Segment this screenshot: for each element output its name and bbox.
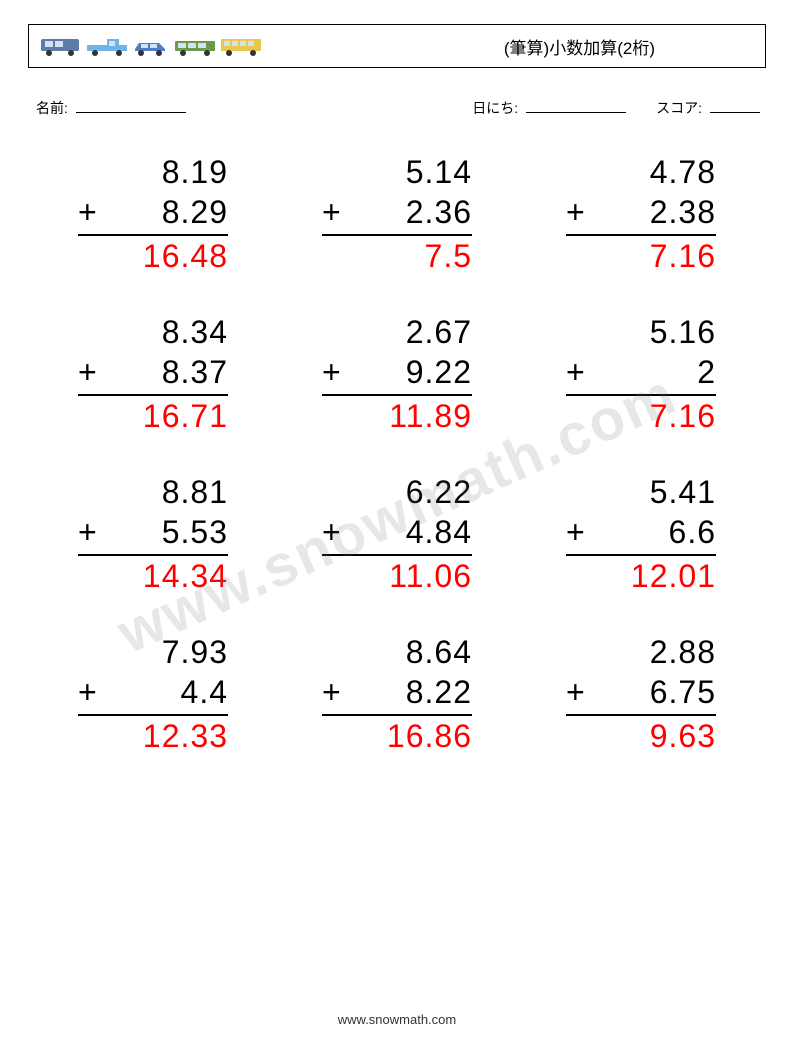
answer: 7.16 (566, 236, 716, 276)
answer: 16.71 (78, 396, 228, 436)
answer: 9.63 (566, 716, 716, 756)
addend-2-row: +9.22 (322, 352, 472, 392)
title-box: (筆算)小数加算(2桁) (28, 24, 766, 68)
addend-1: 8.81 (78, 472, 228, 512)
problem: 6.22+4.8411.06 (322, 472, 472, 596)
addend-2: 9.22 (342, 352, 472, 392)
wagon-icon (173, 35, 217, 57)
addend-2-row: +6.75 (566, 672, 716, 712)
worksheet-title: (筆算)小数加算(2桁) (263, 34, 755, 59)
addend-1: 5.41 (566, 472, 716, 512)
operator: + (78, 672, 98, 712)
name-blank (76, 99, 186, 113)
addend-1: 5.14 (322, 152, 472, 192)
problem: 7.93+4.412.33 (78, 632, 228, 756)
problem: 5.16+27.16 (566, 312, 716, 436)
operator: + (566, 672, 586, 712)
operator: + (566, 192, 586, 232)
addend-2-row: +8.37 (78, 352, 228, 392)
addend-1: 8.34 (78, 312, 228, 352)
addend-1: 4.78 (566, 152, 716, 192)
operator: + (78, 192, 98, 232)
addend-2: 4.84 (342, 512, 472, 552)
problem: 5.41+6.612.01 (566, 472, 716, 596)
addend-1: 2.67 (322, 312, 472, 352)
problem: 2.67+9.2211.89 (322, 312, 472, 436)
addend-2: 8.22 (342, 672, 472, 712)
addend-2: 2.38 (586, 192, 716, 232)
addend-2-row: +8.29 (78, 192, 228, 232)
operator: + (322, 192, 342, 232)
answer: 12.33 (78, 716, 228, 756)
problem: 8.64+8.2216.86 (322, 632, 472, 756)
vehicle-icons (39, 35, 263, 57)
footer-url: www.snowmath.com (0, 1012, 794, 1027)
operator: + (78, 352, 98, 392)
date-label: 日にち: (472, 98, 518, 118)
pickup-icon (85, 35, 129, 57)
operator: + (322, 352, 342, 392)
problem: 5.14+2.367.5 (322, 152, 472, 276)
addend-1: 2.88 (566, 632, 716, 672)
worksheet-page: (筆算)小数加算(2桁) 名前: 日にち: スコア: www.snowmath.… (0, 0, 794, 1053)
problem: 8.81+5.5314.34 (78, 472, 228, 596)
addend-2-row: +2.38 (566, 192, 716, 232)
problem: 8.19+8.2916.48 (78, 152, 228, 276)
addend-2-row: +2.36 (322, 192, 472, 232)
van-icon (39, 35, 83, 57)
problem: 4.78+2.387.16 (566, 152, 716, 276)
addend-2-row: +4.4 (78, 672, 228, 712)
bus-icon (219, 35, 263, 57)
score-blank (710, 99, 760, 113)
addend-2: 6.75 (586, 672, 716, 712)
meta-row: 名前: 日にち: スコア: (28, 98, 766, 118)
answer: 12.01 (566, 556, 716, 596)
problem: 2.88+6.759.63 (566, 632, 716, 756)
addend-2-row: +5.53 (78, 512, 228, 552)
addend-2: 8.29 (98, 192, 228, 232)
addend-1: 8.19 (78, 152, 228, 192)
answer: 16.86 (322, 716, 472, 756)
operator: + (566, 512, 586, 552)
answer: 11.06 (322, 556, 472, 596)
addend-2-row: +6.6 (566, 512, 716, 552)
operator: + (322, 512, 342, 552)
addend-2-row: +4.84 (322, 512, 472, 552)
sedan-icon (131, 35, 171, 57)
name-field: 名前: (36, 98, 186, 118)
answer: 7.16 (566, 396, 716, 436)
date-blank (526, 99, 626, 113)
addend-2: 5.53 (98, 512, 228, 552)
addend-1: 5.16 (566, 312, 716, 352)
answer: 16.48 (78, 236, 228, 276)
addend-2: 6.6 (586, 512, 716, 552)
answer: 14.34 (78, 556, 228, 596)
addend-2: 2.36 (342, 192, 472, 232)
name-label: 名前: (36, 98, 68, 118)
answer: 11.89 (322, 396, 472, 436)
addend-2: 4.4 (98, 672, 228, 712)
answer: 7.5 (322, 236, 472, 276)
addend-1: 8.64 (322, 632, 472, 672)
operator: + (566, 352, 586, 392)
problem: 8.34+8.3716.71 (78, 312, 228, 436)
addend-2-row: +2 (566, 352, 716, 392)
addend-1: 6.22 (322, 472, 472, 512)
addend-2-row: +8.22 (322, 672, 472, 712)
addend-2: 2 (586, 352, 716, 392)
operator: + (78, 512, 98, 552)
problem-grid: 8.19+8.2916.485.14+2.367.54.78+2.387.168… (28, 152, 766, 756)
addend-2: 8.37 (98, 352, 228, 392)
score-label: スコア: (656, 98, 702, 118)
addend-1: 7.93 (78, 632, 228, 672)
operator: + (322, 672, 342, 712)
